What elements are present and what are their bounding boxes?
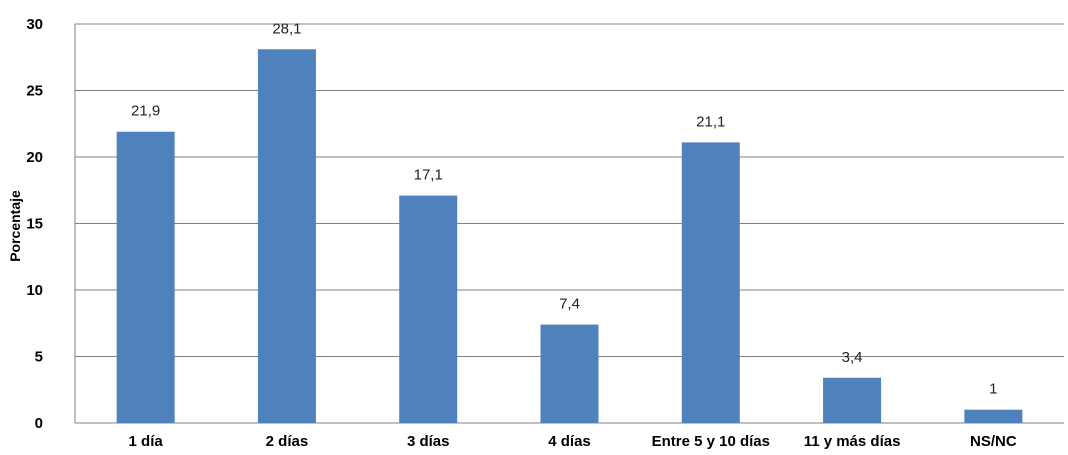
bars: [116, 49, 1023, 424]
x-tick-label: Entre 5 y 10 días: [652, 433, 770, 450]
y-axis-ticks: 0 5 10 15 20 25 30: [26, 16, 43, 432]
data-label: 28,1: [272, 20, 301, 37]
y-tick-label: 30: [26, 16, 43, 33]
x-tick-label: 2 días: [266, 433, 309, 450]
bar: [540, 324, 599, 423]
bar: [964, 409, 1023, 423]
x-tick-label: 4 días: [548, 433, 591, 450]
x-tick-label: 11 y más días: [804, 433, 901, 450]
bar: [116, 131, 175, 424]
gridlines: [74, 23, 1064, 424]
x-axis-ticks: 1 día 2 días 3 días 4 días Entre 5 y 10 días…: [129, 433, 1017, 450]
bar: [681, 142, 740, 423]
y-tick-label: 0: [35, 415, 43, 432]
data-label: 17,1: [414, 167, 443, 184]
y-tick-label: 5: [35, 349, 43, 366]
x-tick-label: 1 día: [129, 433, 164, 450]
data-label: 1: [989, 381, 997, 398]
data-label: 7,4: [559, 296, 580, 313]
bar: [823, 377, 882, 423]
y-tick-label: 25: [26, 83, 43, 100]
x-tick-label: 3 días: [407, 433, 450, 450]
data-label: 21,1: [696, 113, 725, 130]
y-tick-label: 15: [26, 216, 43, 233]
data-labels: 21,9 28,1 17,1 7,4 21,1 3,4 1: [131, 20, 997, 397]
bar: [399, 195, 458, 423]
data-label: 3,4: [842, 349, 863, 366]
y-tick-label: 10: [26, 282, 43, 299]
y-tick-label: 20: [26, 149, 43, 166]
x-tick-label: NS/NC: [970, 433, 1017, 450]
y-axis-label: Porcentaje: [7, 190, 23, 262]
bar: [257, 49, 316, 424]
data-label: 21,9: [131, 103, 160, 120]
